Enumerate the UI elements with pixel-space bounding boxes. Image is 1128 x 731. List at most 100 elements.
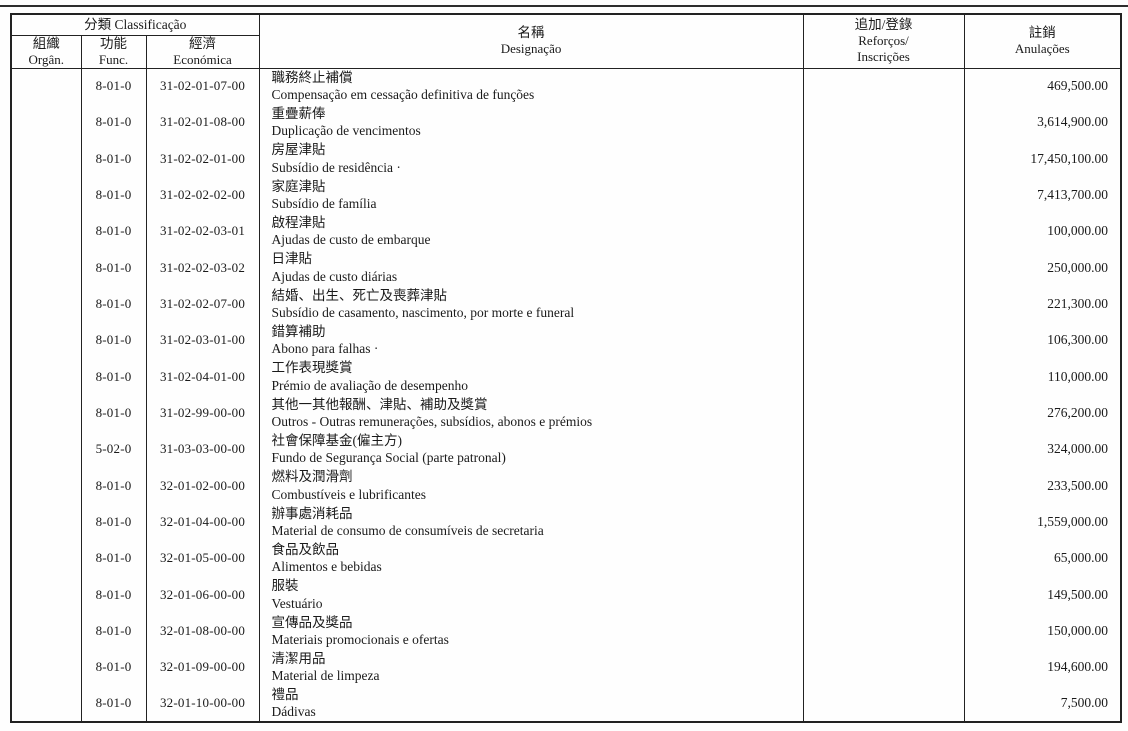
designation-zh: 工作表現獎賞 <box>271 360 353 376</box>
header-organ-pt: Orgân. <box>28 51 64 67</box>
designation-pt: Subsídio de residência · <box>271 159 401 175</box>
cell-econ-code: 32-01-10-00-00 <box>145 685 260 722</box>
designation-pt: Material de limpeza <box>271 668 380 684</box>
designation-pt: Outros - Outras remunerações, subsídios,… <box>271 414 593 430</box>
table-row: 8-01-0 32-01-08-00-00 宣傳品及獎品 Materiais p… <box>10 612 1122 650</box>
table-row: 8-01-0 31-02-02-03-01 啟程津貼 Ajudas de cus… <box>10 213 1122 250</box>
designation-zh: 宣傳品及獎品 <box>271 614 353 630</box>
cell-organ <box>10 176 82 214</box>
table-row: 5-02-0 31-03-03-00-00 社會保障基金(僱主方) Fundo … <box>10 431 1122 468</box>
table-row: 8-01-0 31-02-01-08-00 重疊薪俸 Duplicação de… <box>10 104 1122 141</box>
designation-zh: 燃料及潤滑劑 <box>271 469 353 485</box>
designation-zh: 日津貼 <box>271 251 313 267</box>
cell-func-code: 8-01-0 <box>80 285 147 323</box>
cell-designation: 工作表現獎賞 Prémio de avaliação de desempenho <box>258 358 804 395</box>
cell-econ-code: 31-02-02-03-01 <box>145 213 260 250</box>
cell-organ <box>10 394 82 432</box>
cell-econ-code: 31-03-03-00-00 <box>145 431 260 468</box>
cell-designation: 辦事處消耗品 Material de consumo de consumívei… <box>258 503 804 541</box>
cell-econ-code: 31-02-02-02-00 <box>145 176 260 214</box>
table-header: 分類 Classificação 名稱 Designação 追加/登錄 Ref… <box>10 13 1122 69</box>
header-func-pt: Func. <box>98 51 129 67</box>
cell-func-code: 8-01-0 <box>80 467 147 504</box>
cell-func-code: 8-01-0 <box>80 104 147 141</box>
cell-organ <box>10 431 82 468</box>
cell-func-code: 5-02-0 <box>80 431 147 468</box>
cell-designation: 禮品 Dádivas <box>258 685 804 722</box>
cell-reforcos <box>802 249 965 286</box>
header-classification-group: 分類 Classificação <box>10 13 260 36</box>
page-top-rule <box>0 5 1128 7</box>
designation-zh: 其他一其他報酬、津貼、補助及獎賞 <box>271 396 488 412</box>
cell-organ <box>10 576 82 613</box>
header-designation-zh: 名稱 <box>517 25 545 41</box>
table-row: 8-01-0 31-02-99-00-00 其他一其他報酬、津貼、補助及獎賞 O… <box>10 394 1122 432</box>
table-row: 8-01-0 31-02-02-07-00 結婚、出生、死亡及喪葬津貼 Subs… <box>10 285 1122 323</box>
cell-reforcos <box>802 503 965 541</box>
header-anulacoes: 註銷 Anulações <box>963 13 1122 69</box>
cell-organ <box>10 285 82 323</box>
cell-reforcos <box>802 176 965 214</box>
cell-designation: 清潔用品 Material de limpeza <box>258 649 804 686</box>
cell-econ-code: 32-01-09-00-00 <box>145 649 260 686</box>
cell-designation: 家庭津貼 Subsídio de família <box>258 176 804 214</box>
cell-reforcos <box>802 540 965 577</box>
table-row: 8-01-0 31-02-01-07-00 職務終止補償 Compensação… <box>10 68 1122 105</box>
cell-designation: 食品及飲品 Alimentos e bebidas <box>258 540 804 577</box>
cell-func-code: 8-01-0 <box>80 140 147 177</box>
designation-pt: Dádivas <box>271 704 316 720</box>
cell-organ <box>10 467 82 504</box>
table-row: 8-01-0 31-02-02-02-00 家庭津貼 Subsídio de f… <box>10 176 1122 214</box>
cell-anulacoes: 233,500.00 <box>963 467 1122 504</box>
cell-designation: 職務終止補償 Compensação em cessação definitiv… <box>258 68 804 105</box>
table-row: 8-01-0 31-02-03-01-00 錯算補助 Abono para fa… <box>10 322 1122 359</box>
cell-anulacoes: 221,300.00 <box>963 285 1122 323</box>
cell-organ <box>10 249 82 286</box>
table-row: 8-01-0 31-02-02-03-02 日津貼 Ajudas de cust… <box>10 249 1122 286</box>
designation-pt: Compensação em cessação definitiva de fu… <box>271 87 535 103</box>
header-reforcos-pt2: Inscrições <box>857 49 910 65</box>
cell-func-code: 8-01-0 <box>80 540 147 577</box>
cell-designation: 房屋津貼 Subsídio de residência · <box>258 140 804 177</box>
cell-anulacoes: 194,600.00 <box>963 649 1122 686</box>
cell-reforcos <box>802 322 965 359</box>
table-row: 8-01-0 32-01-05-00-00 食品及飲品 Alimentos e … <box>10 540 1122 577</box>
cell-func-code: 8-01-0 <box>80 249 147 286</box>
designation-pt: Fundo de Segurança Social (parte patrona… <box>271 450 506 466</box>
header-reforcos-pt1: Reforços/ <box>858 33 909 49</box>
designation-zh: 家庭津貼 <box>271 178 326 194</box>
cell-func-code: 8-01-0 <box>80 213 147 250</box>
cell-organ <box>10 104 82 141</box>
cell-anulacoes: 1,559,000.00 <box>963 503 1122 541</box>
cell-organ <box>10 540 82 577</box>
table-row: 8-01-0 32-01-09-00-00 清潔用品 Material de l… <box>10 649 1122 686</box>
cell-organ <box>10 685 82 722</box>
cell-designation: 宣傳品及獎品 Materiais promocionais e ofertas <box>258 612 804 650</box>
cell-designation: 社會保障基金(僱主方) Fundo de Segurança Social (p… <box>258 431 804 468</box>
cell-anulacoes: 7,500.00 <box>963 685 1122 722</box>
table-row: 8-01-0 31-02-02-01-00 房屋津貼 Subsídio de r… <box>10 140 1122 177</box>
cell-organ <box>10 358 82 395</box>
table-body: 8-01-0 31-02-01-07-00 職務終止補償 Compensação… <box>10 68 1122 722</box>
cell-anulacoes: 149,500.00 <box>963 576 1122 613</box>
cell-func-code: 8-01-0 <box>80 612 147 650</box>
table-row: 8-01-0 32-01-02-00-00 燃料及潤滑劑 Combustívei… <box>10 467 1122 504</box>
cell-func-code: 8-01-0 <box>80 394 147 432</box>
cell-anulacoes: 110,000.00 <box>963 358 1122 395</box>
cell-designation: 日津貼 Ajudas de custo diárias <box>258 249 804 286</box>
cell-organ <box>10 213 82 250</box>
cell-designation: 服裝 Vestuário <box>258 576 804 613</box>
cell-organ <box>10 503 82 541</box>
designation-zh: 重疊薪俸 <box>271 105 326 121</box>
cell-econ-code: 31-02-02-07-00 <box>145 285 260 323</box>
designation-pt: Subsídio de família <box>271 196 377 212</box>
cell-reforcos <box>802 104 965 141</box>
designation-zh: 錯算補助 <box>271 323 326 339</box>
cell-anulacoes: 276,200.00 <box>963 394 1122 432</box>
cell-func-code: 8-01-0 <box>80 685 147 722</box>
header-func-zh: 功能 <box>100 35 127 51</box>
designation-pt: Vestuário <box>271 595 323 611</box>
header-anulacoes-zh: 註銷 <box>1028 25 1056 41</box>
header-designation: 名稱 Designação <box>258 13 804 69</box>
header-reforcos: 追加/登錄 Reforços/ Inscrições <box>802 13 965 69</box>
